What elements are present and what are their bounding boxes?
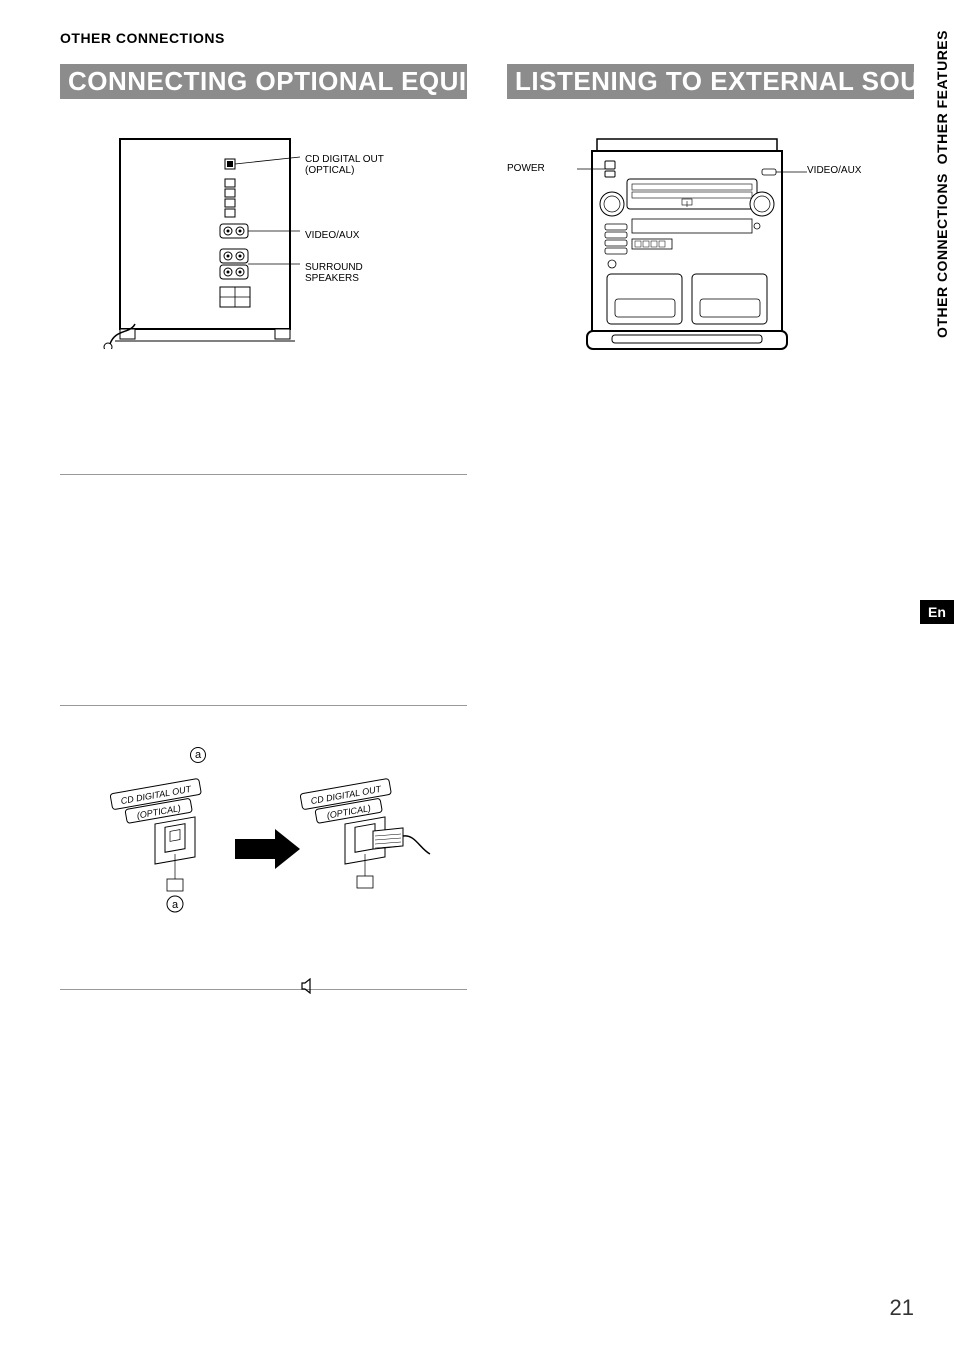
step-a-label: a [172, 899, 179, 911]
divider-2 [60, 705, 467, 706]
section-label: OTHER CONNECTIONS [60, 30, 914, 46]
left-title: CONNECTING OPTIONAL EQUIPMENT [60, 64, 467, 99]
callout-video-aux: VIDEO/AUX [305, 230, 359, 241]
left-column: CONNECTING OPTIONAL EQUIPMENT [60, 64, 467, 1000]
callout-optical: (OPTICAL) [305, 165, 354, 176]
divider-3 [60, 989, 467, 990]
side-label-top: OTHER FEATURES [934, 30, 950, 164]
callout-power: POWER [507, 163, 545, 174]
page-number: 21 [890, 1295, 914, 1321]
stereo-front-diagram [517, 129, 877, 359]
divider-1 [60, 474, 467, 475]
callout-surround: SURROUND [305, 262, 363, 273]
optical-connector-diagram: CD DIGITAL OUT (OPTICAL) a [60, 764, 440, 944]
speaker-icon [300, 978, 316, 994]
callout-cd-digital-out: CD DIGITAL OUT [305, 154, 384, 165]
circled-a-icon: a [190, 747, 206, 763]
right-column: LISTENING TO EXTERNAL SOURCES [507, 64, 914, 1000]
side-label-bottom: OTHER CONNECTIONS [934, 173, 950, 338]
callout-speakers: SPEAKERS [305, 273, 359, 284]
right-title: LISTENING TO EXTERNAL SOURCES [507, 64, 914, 99]
callout-video-aux-right: VIDEO/AUX [807, 165, 861, 176]
lang-badge: En [920, 600, 954, 624]
side-tab: OTHER CONNECTIONS OTHER FEATURES [930, 30, 954, 338]
